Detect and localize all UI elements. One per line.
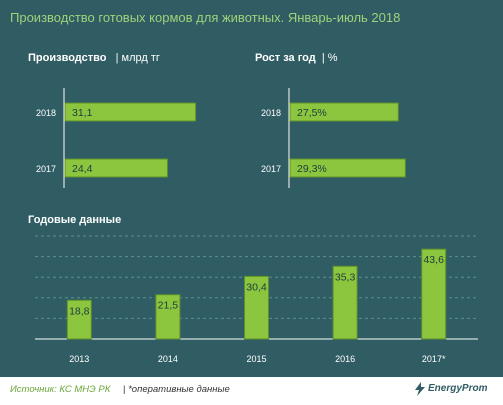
annual-category-label-4: 2017* [422, 354, 446, 364]
annual-bar-0 [66, 299, 92, 340]
annual-category-label-0: 2013 [69, 354, 89, 364]
annual-category-label-2: 2015 [246, 354, 266, 364]
annual-value-label-2: 30,4 [246, 281, 267, 293]
annual-value-label-0: 18,8 [69, 305, 90, 317]
footer-separator: | [123, 384, 126, 395]
panel-title-growth: Рост за год | % [255, 52, 338, 64]
annual-bar-3 [332, 265, 358, 340]
panel-title-annual-name: Годовые данные [28, 214, 122, 226]
panel-title-growth-unit: % [327, 52, 338, 64]
annual-bar-4 [421, 248, 447, 340]
growth-category-label-0: 2018 [261, 108, 281, 118]
production-bar-1 [64, 158, 168, 178]
panel-title-production: Производство | млрд тг [28, 52, 160, 64]
growth-category-label-1: 2017 [261, 164, 281, 174]
panel-title-production-unit: млрд тг [121, 52, 160, 64]
annual-bar-1 [155, 294, 181, 340]
production-bar-0 [64, 102, 197, 122]
growth-bar-0 [289, 102, 399, 122]
growth-value-label-1: 29,3% [297, 163, 327, 175]
annual-category-label-1: 2014 [158, 354, 178, 364]
production-value-label-1: 24,4 [72, 163, 93, 175]
footer: Источник: КС МНЭ РК | *оперативные данны… [0, 377, 503, 405]
production-value-label-0: 31,1 [72, 107, 93, 119]
production-category-label-1: 2017 [36, 164, 56, 174]
production-category-label-0: 2018 [36, 108, 56, 118]
chart-title: Производство готовых кормов для животных… [10, 10, 401, 25]
energyprom-logo-icon [415, 382, 425, 396]
footnote: | *оперативные данные [123, 384, 230, 395]
panel-title-production-name: Производство [28, 52, 107, 64]
annual-category-label-3: 2016 [335, 354, 355, 364]
growth-bar-1 [289, 158, 406, 178]
source-text: Источник: КС МНЭ РК [10, 384, 111, 395]
annual-value-label-1: 21,5 [158, 300, 179, 312]
annual-bar-2 [244, 275, 269, 340]
annual-value-label-4: 43,6 [423, 254, 444, 266]
panel-title-annual: Годовые данные [28, 214, 121, 226]
footnote-text: *оперативные данные [128, 384, 230, 395]
logo: EnergyProm [428, 383, 488, 394]
panel-title-growth-name: Рост за год [255, 52, 316, 64]
charts-canvas: 31,1 2018 24,4 2017 27,5% 2018 29,3% 2017 18,8 20… [35, 88, 478, 364]
growth-value-label-0: 27,5% [297, 107, 327, 119]
annual-value-label-3: 35,3 [335, 271, 356, 283]
